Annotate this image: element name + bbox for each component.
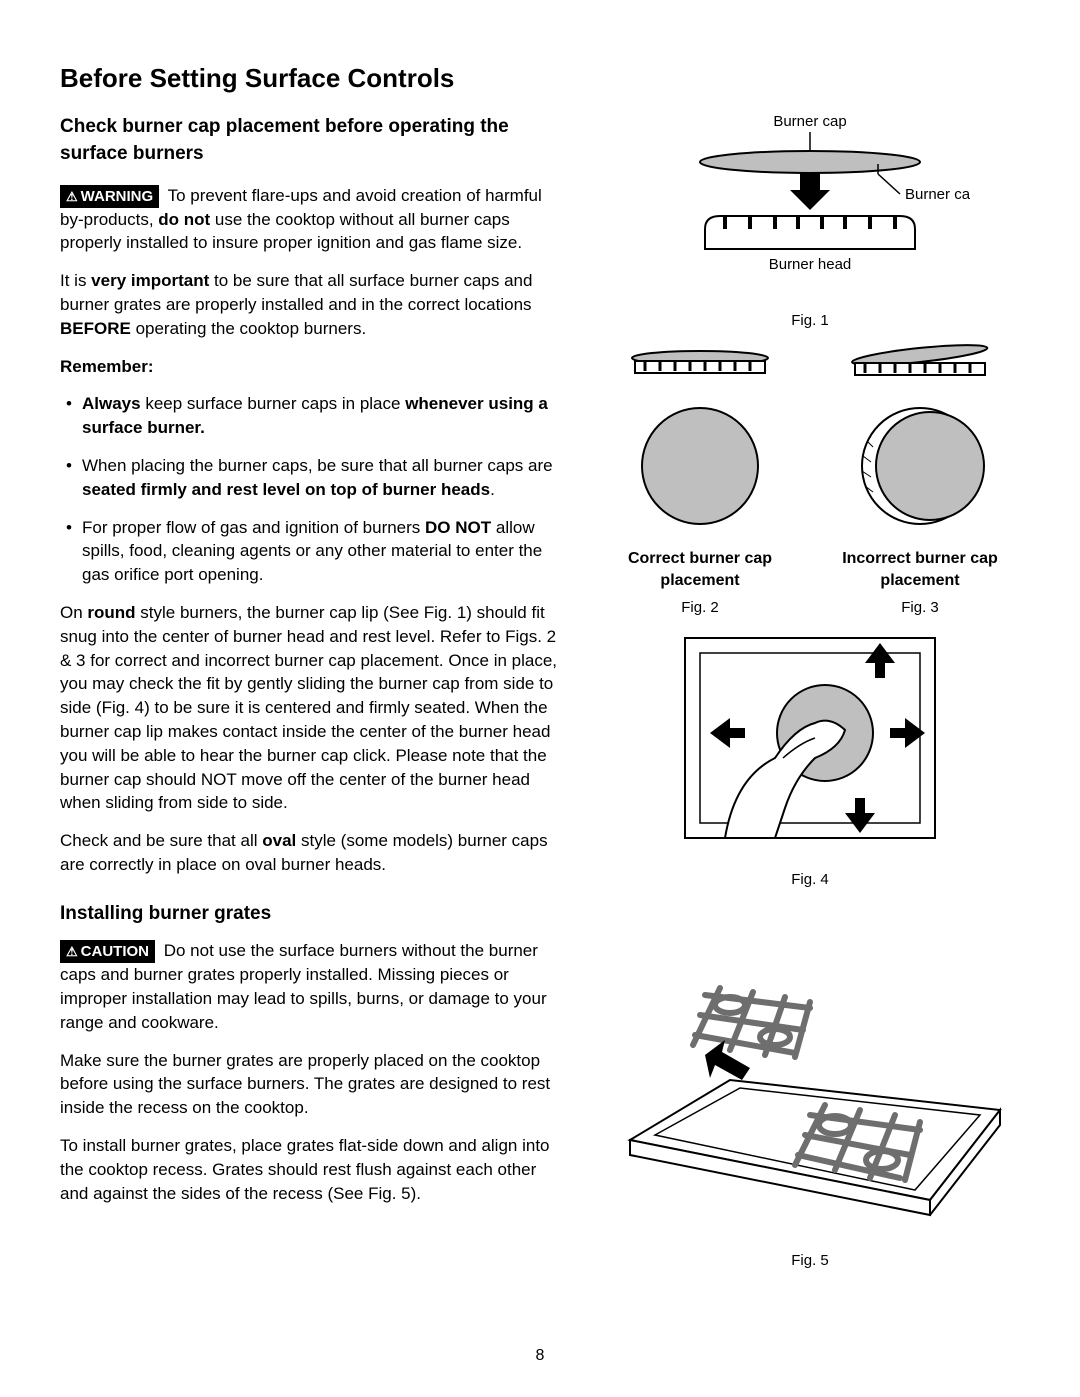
grates-para3: To install burner grates, place grates f… xyxy=(60,1134,560,1205)
section1-heading: Check burner cap placement before operat… xyxy=(60,114,560,167)
t: Always xyxy=(82,394,141,413)
t: On xyxy=(60,603,87,622)
fig4-svg xyxy=(665,628,955,858)
t: very important xyxy=(91,271,209,290)
para-important: It is very important to be sure that all… xyxy=(60,269,560,340)
section2-heading: Installing burner grates xyxy=(60,901,560,928)
fig2-caption: Fig. 2 xyxy=(600,597,800,618)
t: round xyxy=(87,603,135,622)
caution-badge: CAUTION xyxy=(60,940,155,963)
figure-3: Incorrect burner cap placement Fig. 3 xyxy=(820,341,1020,618)
t: It is xyxy=(60,271,91,290)
caution-paragraph: CAUTION Do not use the surface burners w… xyxy=(60,939,560,1034)
figure-5: Fig. 5 xyxy=(600,940,1020,1272)
t: keep surface burner caps in place xyxy=(141,394,406,413)
fig2-title: Correct burner cap placement xyxy=(600,548,800,593)
fig1-label-head: Burner head xyxy=(769,256,852,273)
t: style burners, the burner cap lip (See F… xyxy=(60,603,557,812)
remember-bold: Remember: xyxy=(60,357,154,376)
t: . xyxy=(490,480,495,499)
t: operating the cooktop burners. xyxy=(131,319,366,338)
figure-1: Burner cap Burner cap lip xyxy=(600,114,1020,331)
t: When placing the burner caps, be sure th… xyxy=(82,456,553,475)
warning-paragraph: WARNING To prevent flare-ups and avoid c… xyxy=(60,184,560,256)
t: oval xyxy=(262,831,296,850)
t: For proper flow of gas and ignition of b… xyxy=(82,518,425,537)
figure-4: Fig. 4 xyxy=(600,628,1020,890)
list-item: When placing the burner caps, be sure th… xyxy=(60,454,560,502)
figure-2: Correct burner cap placement Fig. 2 xyxy=(600,341,800,618)
fig3-title: Incorrect burner cap placement xyxy=(820,548,1020,593)
t: BEFORE xyxy=(60,319,131,338)
para-oval: Check and be sure that all oval style (s… xyxy=(60,829,560,877)
t: DO NOT xyxy=(425,518,491,537)
fig2-svg xyxy=(615,341,785,541)
warning-badge: WARNING xyxy=(60,185,159,208)
figure-2-3-row: Correct burner cap placement Fig. 2 xyxy=(600,341,1020,618)
fig5-caption: Fig. 5 xyxy=(600,1250,1020,1271)
para-round: On round style burners, the burner cap l… xyxy=(60,601,560,815)
fig1-caption: Fig. 1 xyxy=(600,310,1020,331)
fig4-caption: Fig. 4 xyxy=(600,869,1020,890)
page-title: Before Setting Surface Controls xyxy=(60,60,1020,96)
remember-list: Always keep surface burner caps in place… xyxy=(60,392,560,587)
page-number: 8 xyxy=(536,1345,545,1367)
fig3-caption: Fig. 3 xyxy=(820,597,1020,618)
fig1-label-cap: Burner cap xyxy=(773,114,846,130)
remember-label: Remember: xyxy=(60,355,560,379)
right-column: Burner cap Burner cap lip xyxy=(600,114,1020,1271)
fig5-svg xyxy=(610,940,1010,1240)
left-column: Check burner cap placement before operat… xyxy=(60,114,560,1271)
warning-bold: do not xyxy=(158,210,210,229)
t: Check and be sure that all xyxy=(60,831,262,850)
list-item: Always keep surface burner caps in place… xyxy=(60,392,560,440)
t: seated firmly and rest level on top of b… xyxy=(82,480,490,499)
fig1-svg: Burner cap Burner cap lip xyxy=(650,114,970,299)
list-item: For proper flow of gas and ignition of b… xyxy=(60,516,560,587)
grates-para2: Make sure the burner grates are properly… xyxy=(60,1049,560,1120)
fig1-label-lip: Burner cap lip xyxy=(905,186,970,203)
fig3-svg xyxy=(835,341,1005,541)
